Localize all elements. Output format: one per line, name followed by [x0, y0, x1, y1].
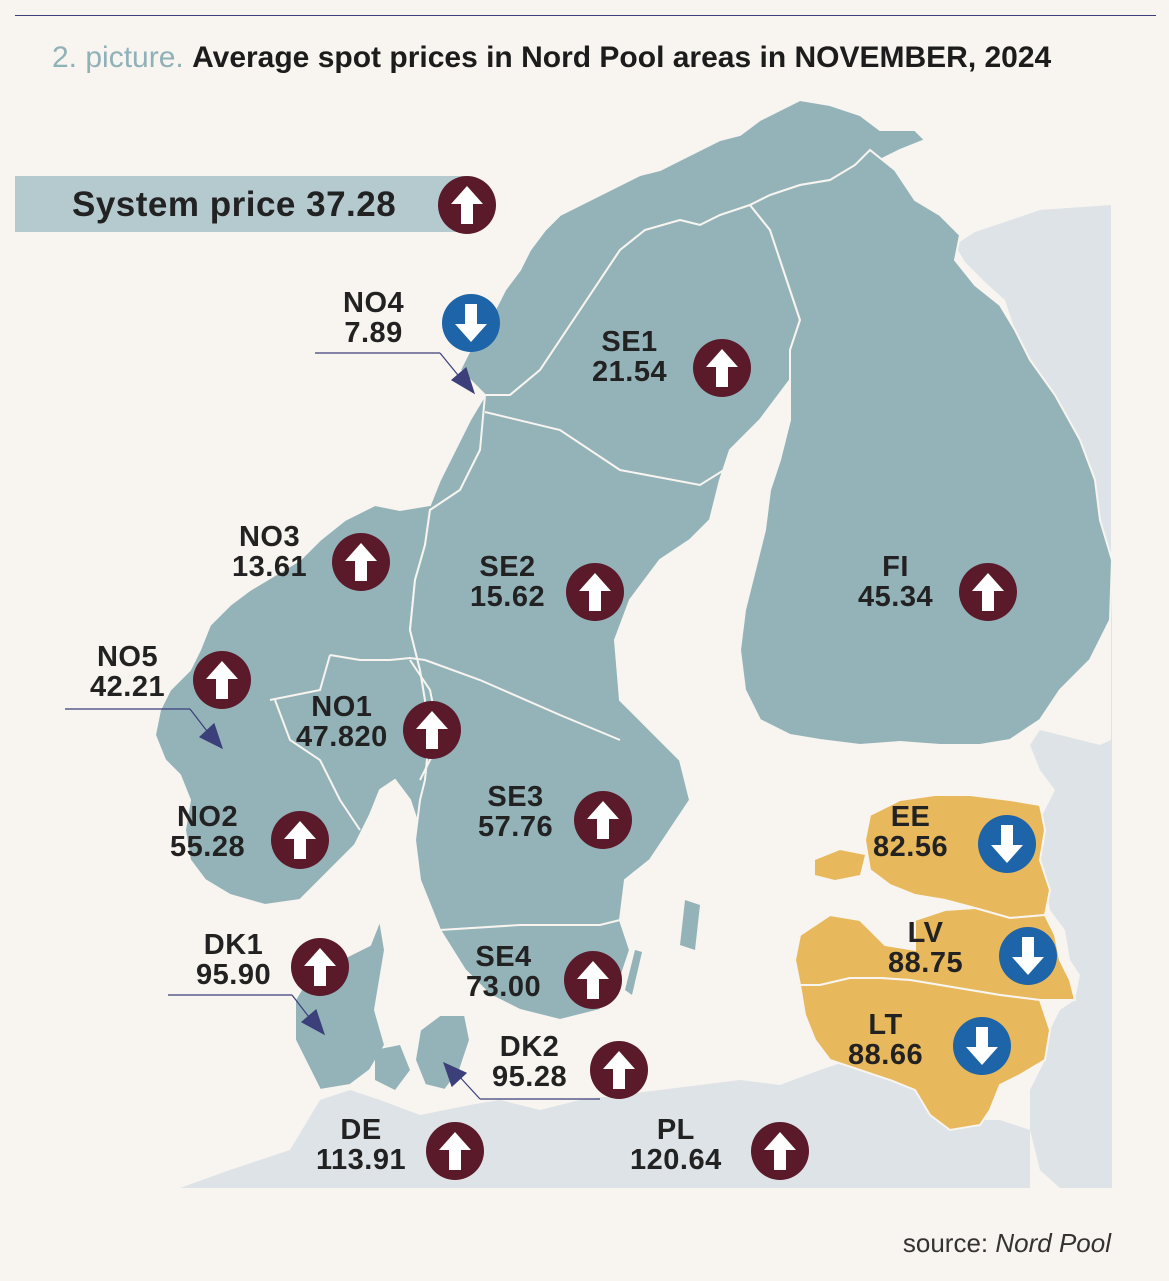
area-label-pl: PL 120.64	[630, 1115, 722, 1175]
lithuania-land	[798, 977, 1052, 1132]
oland-island	[625, 950, 642, 995]
system-price-bar	[15, 176, 485, 232]
title-prefix: 2. picture.	[52, 41, 184, 74]
area-name: NO3	[238, 521, 301, 553]
arrow-up-icon	[402, 700, 462, 760]
area-label-se1: SE1 21.54	[592, 327, 667, 387]
area-name: DK2	[499, 1031, 560, 1063]
area-label-de: DE 113.91	[316, 1115, 406, 1175]
area-price: 95.90	[196, 959, 272, 991]
area-price: 15.62	[470, 581, 546, 613]
area-label-se3: SE3 57.76	[478, 782, 553, 842]
area-price: 82.56	[873, 831, 949, 863]
area-label-se2: SE2 15.62	[470, 552, 545, 612]
area-price: 21.54	[592, 356, 668, 388]
area-price: 95.28	[492, 1061, 568, 1093]
arrow-down-icon	[998, 926, 1058, 986]
area-price: 88.66	[848, 1039, 924, 1071]
area-label-no3: NO3 13.61	[232, 522, 307, 582]
arrow-down-icon	[952, 1016, 1012, 1076]
arrow-up-icon	[331, 532, 391, 592]
title-main: Average spot prices in Nord Pool areas i…	[192, 41, 1052, 74]
area-price: 73.00	[466, 971, 542, 1003]
arrow-up-icon	[290, 937, 350, 997]
area-label-no5: NO5 42.21	[90, 642, 165, 702]
page-title: 2. picture. Average spot prices in Nord …	[52, 38, 1051, 78]
system-price-text: System price 37.28	[72, 185, 397, 224]
arrow-up-icon	[589, 1040, 649, 1100]
area-name: EE	[890, 801, 931, 833]
gotland-island	[680, 900, 700, 950]
area-name: SE4	[475, 941, 532, 973]
pointer-lines	[65, 352, 600, 1100]
area-name: SE2	[479, 551, 536, 583]
area-price: 55.28	[170, 831, 246, 863]
area-price: 120.64	[630, 1144, 722, 1176]
area-name: SE3	[487, 781, 544, 813]
arrow-up-icon	[425, 1121, 485, 1181]
arrow-up-icon	[573, 790, 633, 850]
area-label-fi: FI 45.34	[858, 552, 933, 612]
area-name: NO5	[96, 641, 159, 673]
arrow-down-icon	[977, 814, 1037, 874]
denmark-funen	[375, 1045, 410, 1090]
area-price: 47.820	[296, 721, 388, 753]
arrow-up-icon	[437, 175, 497, 235]
system-price-label: System price 37.28	[72, 185, 396, 225]
area-price: 42.21	[90, 671, 166, 703]
area-price: 57.76	[478, 811, 554, 843]
area-price: 13.61	[232, 551, 308, 583]
source-note: source: Nord Pool	[903, 1228, 1111, 1259]
area-label-dk1: DK1 95.90	[196, 930, 271, 990]
area-price: 45.34	[858, 581, 934, 613]
arrow-up-icon	[563, 950, 623, 1010]
continent-land	[180, 1050, 1030, 1188]
area-name: FI	[882, 551, 909, 583]
area-name: DE	[340, 1114, 382, 1146]
area-label-dk2: DK2 95.28	[492, 1032, 567, 1092]
area-label-lv: LV 88.75	[888, 918, 963, 978]
top-rule	[15, 15, 1156, 16]
area-label-no1: NO1 47.820	[296, 692, 388, 752]
arrow-down-icon	[441, 293, 501, 353]
area-name: PL	[656, 1114, 695, 1146]
area-label-lt: LT 88.66	[848, 1010, 923, 1070]
area-name: LV	[907, 917, 944, 949]
arrow-up-icon	[958, 562, 1018, 622]
area-label-no4: NO4 7.89	[343, 288, 404, 348]
arrow-up-icon	[192, 650, 252, 710]
source-prefix: source:	[902, 1228, 989, 1258]
arrow-up-icon	[270, 810, 330, 870]
area-price: 7.89	[344, 317, 403, 349]
area-name: NO4	[343, 287, 405, 319]
area-name: NO1	[311, 691, 373, 723]
area-label-ee: EE 82.56	[873, 802, 948, 862]
arrow-up-icon	[692, 338, 752, 398]
finland-land	[738, 148, 1114, 747]
area-label-se4: SE4 73.00	[466, 942, 541, 1002]
area-name: DK1	[203, 929, 264, 961]
russia-land	[955, 205, 1112, 1188]
bidding-zone-borders	[269, 411, 741, 931]
area-name: LT	[868, 1009, 903, 1041]
arrow-up-icon	[750, 1121, 810, 1181]
area-price: 113.91	[316, 1144, 407, 1176]
arrow-up-icon	[565, 562, 625, 622]
area-name: NO2	[176, 801, 239, 833]
estonia-island	[815, 850, 865, 880]
area-label-no2: NO2 55.28	[170, 802, 245, 862]
source-name: Nord Pool	[995, 1228, 1111, 1258]
area-price: 88.75	[888, 947, 964, 979]
area-name: SE1	[601, 326, 658, 358]
